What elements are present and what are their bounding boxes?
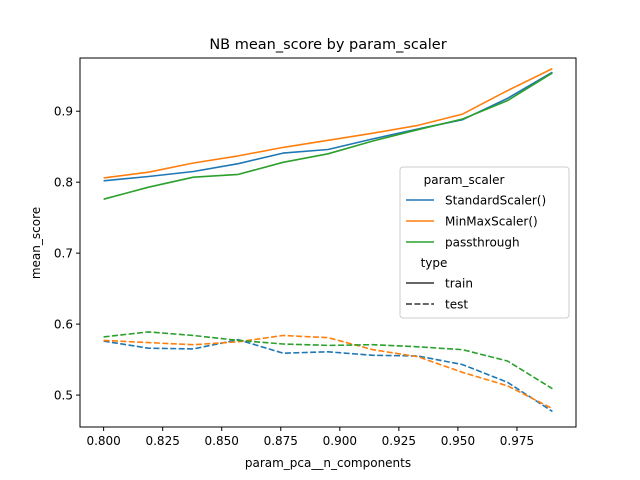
legend-label: StandardScaler()	[445, 194, 546, 208]
x-tick-label: 0.975	[500, 434, 534, 448]
y-tick-label: 0.8	[54, 175, 73, 189]
legend-label: passthrough	[445, 236, 520, 250]
series-line-train-0	[103, 71, 553, 182]
x-tick-label: 0.875	[264, 434, 298, 448]
legend: param_scaler StandardScaler() MinMaxScale…	[399, 166, 570, 319]
x-axis-label: param_pca__n_components	[245, 456, 411, 470]
x-tick-label: 0.925	[382, 434, 416, 448]
x-tick-label: 0.950	[441, 434, 475, 448]
y-tick-label: 0.5	[54, 388, 73, 402]
series-line-train-2	[103, 72, 553, 200]
series-line-test-5	[103, 331, 553, 390]
legend-box	[399, 166, 570, 319]
y-axis-label: mean_score	[29, 207, 43, 279]
x-tick-label: 0.825	[145, 434, 179, 448]
x-tick-label: 0.850	[205, 434, 239, 448]
legend-hue-title: param_scaler	[424, 173, 505, 187]
plot-frame	[79, 57, 577, 428]
x-tick-label: 0.900	[323, 434, 357, 448]
plot-marks	[103, 67, 553, 413]
x-axis-ticks: 0.800 0.825 0.850 0.875 0.900 0.925 0.950 0.975	[86, 427, 534, 448]
series-line-test-4	[103, 334, 553, 410]
legend-style-entries: train test	[406, 277, 473, 312]
y-tick-label: 0.9	[54, 105, 73, 119]
legend-label: MinMaxScaler()	[445, 215, 538, 229]
chart-title: NB mean_score by param_scaler	[209, 37, 446, 53]
legend-hue-entries: StandardScaler() MinMaxScaler() passthroug…	[406, 194, 546, 250]
legend-style-title: type	[421, 256, 448, 270]
legend-style-label: test	[445, 298, 468, 312]
series-line-test-3	[103, 338, 553, 413]
series-line-train-1	[103, 67, 553, 179]
legend-style-label: train	[445, 277, 473, 291]
x-tick-label: 0.800	[86, 434, 120, 448]
y-tick-label: 0.7	[54, 246, 73, 260]
y-axis-ticks: 0.5 0.6 0.7 0.8 0.9	[54, 105, 80, 402]
y-tick-label: 0.6	[54, 317, 73, 331]
